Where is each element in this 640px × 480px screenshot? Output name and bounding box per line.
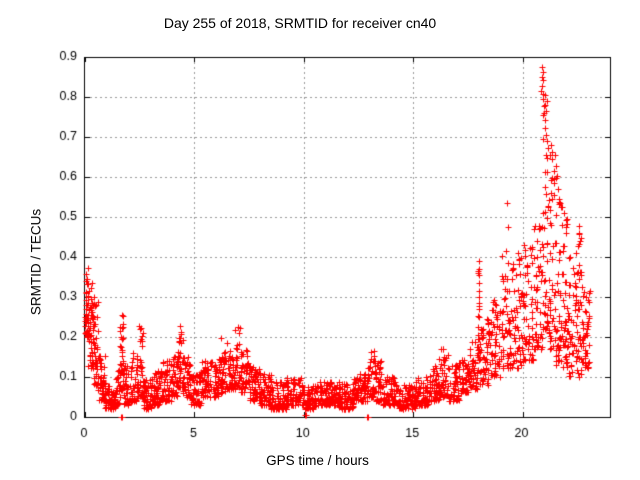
x-axis-label: GPS time / hours	[266, 453, 369, 468]
y-axis-label: SRMTID / TECUs	[28, 208, 44, 316]
chart-title: Day 255 of 2018, SRMTID for receiver cn4…	[163, 15, 437, 31]
